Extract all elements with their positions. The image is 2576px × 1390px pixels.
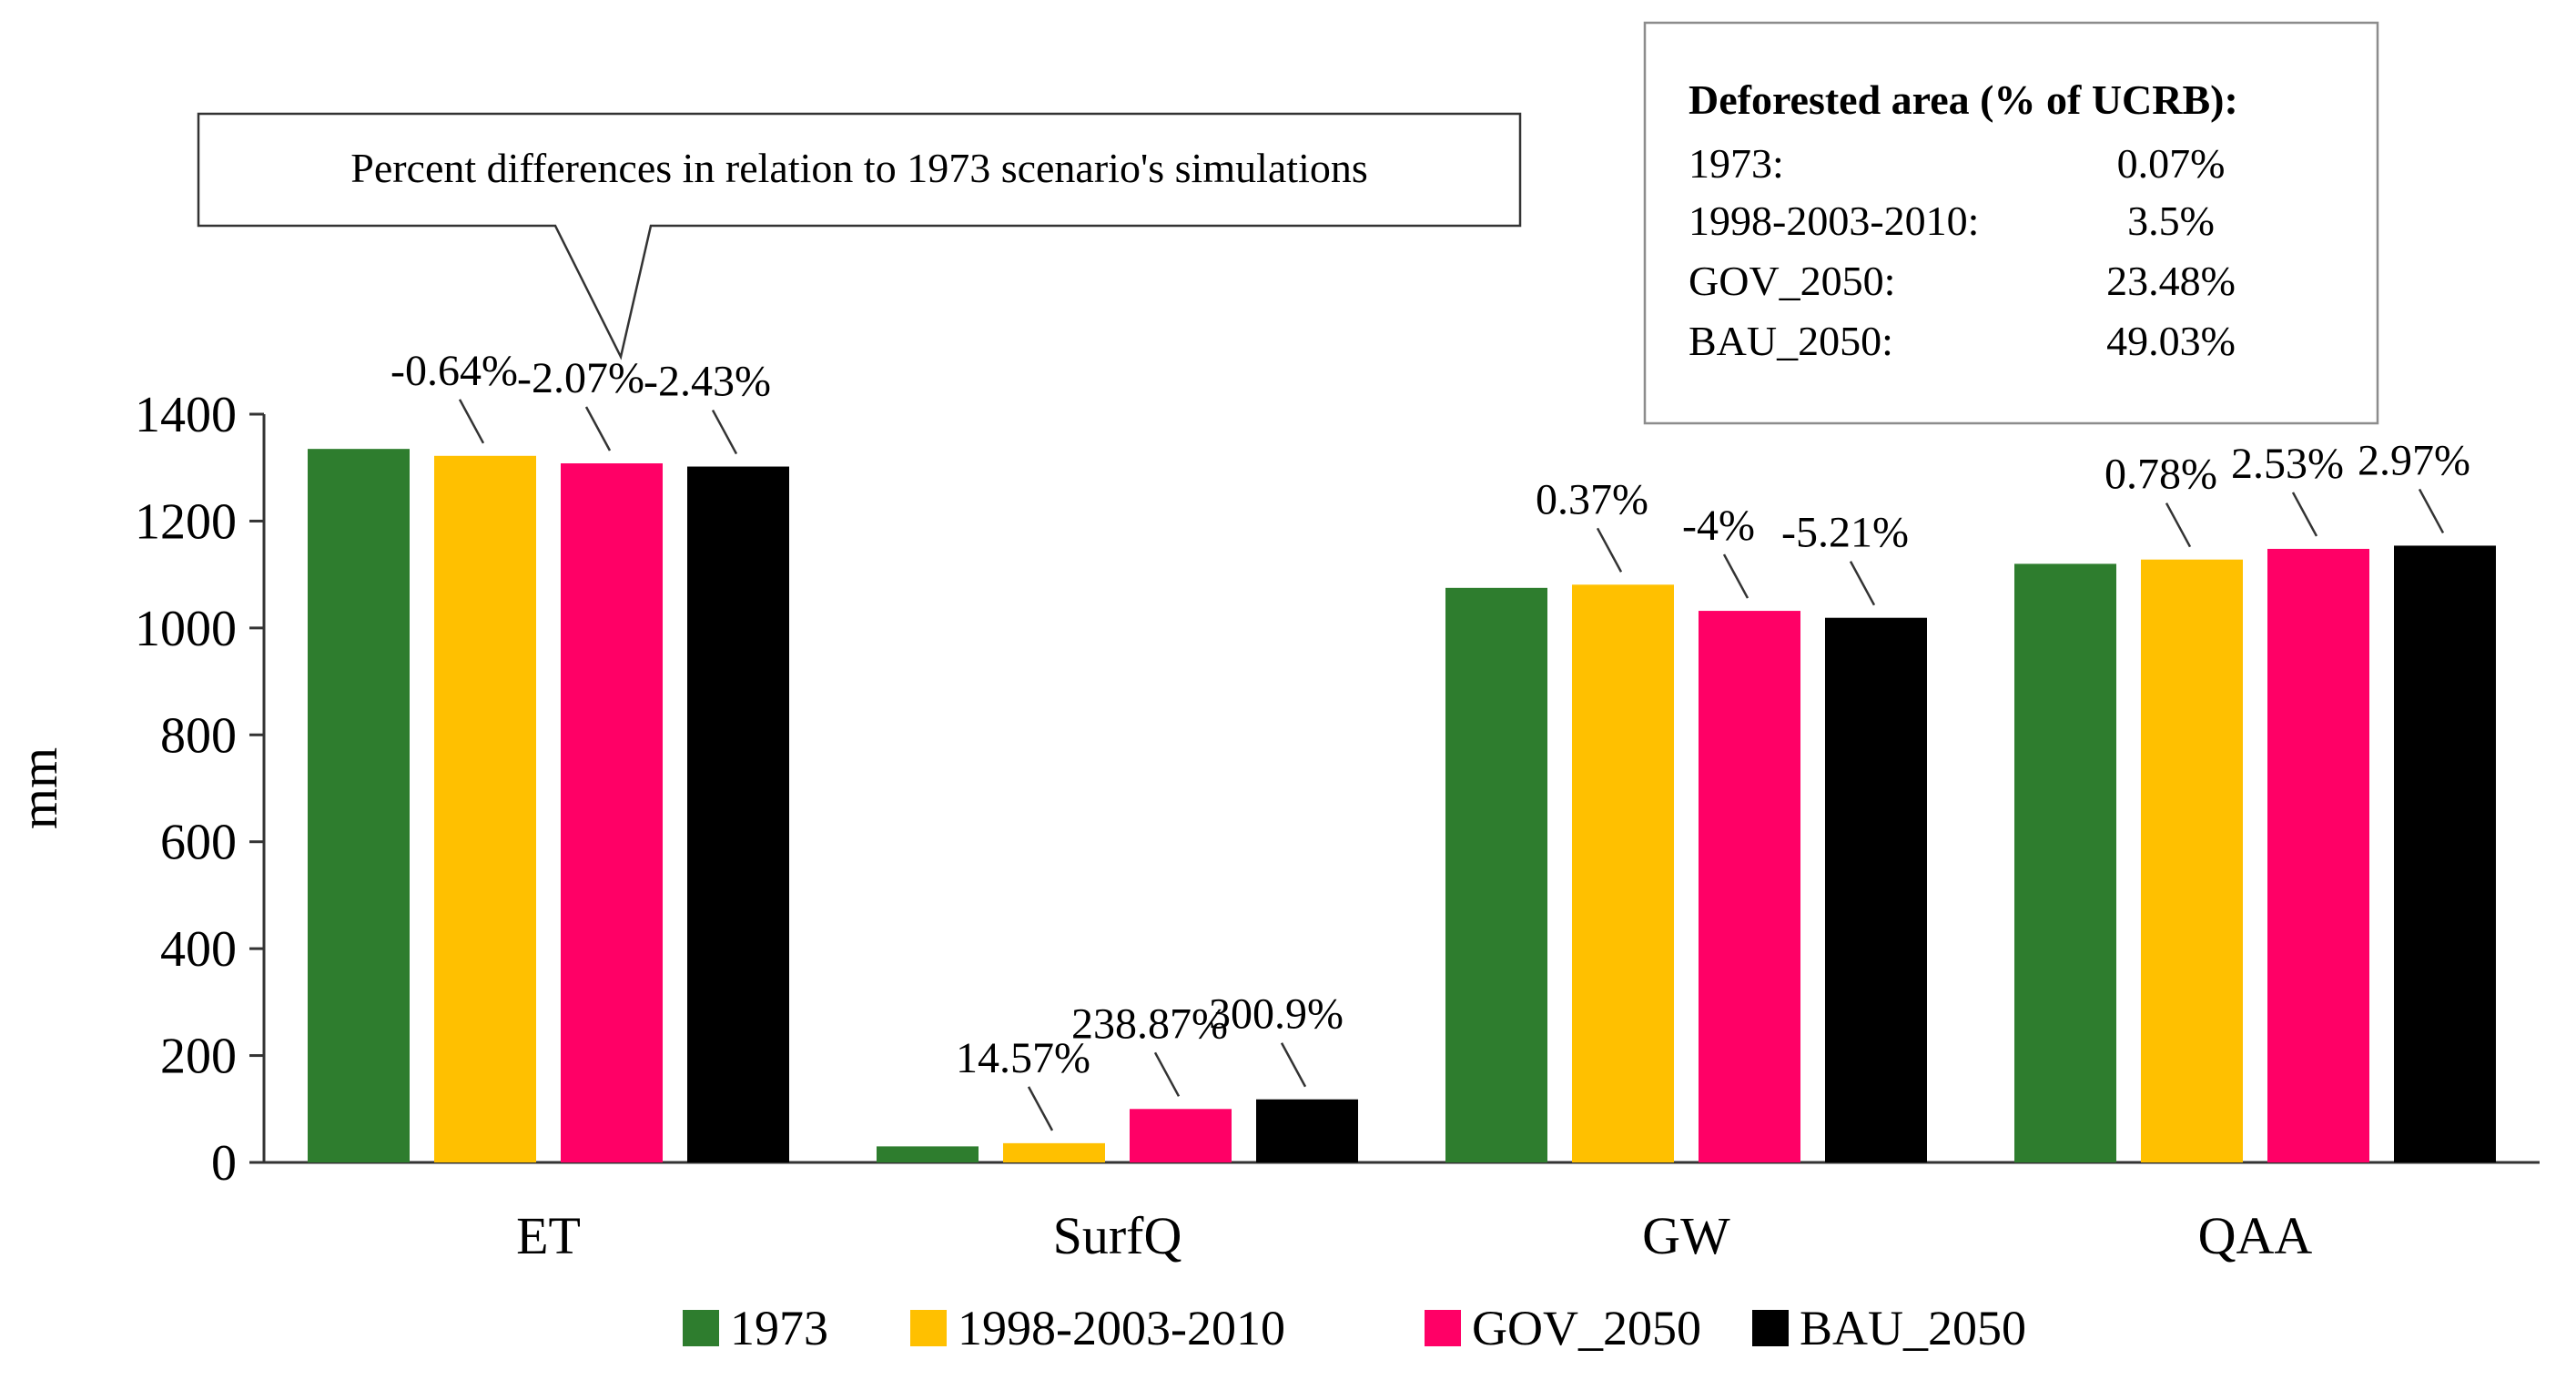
data-label-leader (1153, 1051, 1181, 1097)
data-label: 238.87% (1071, 999, 1228, 1048)
bar-et-1973 (308, 449, 410, 1162)
y-axis-label: mm (9, 747, 68, 829)
legend-swatch-bau-2050 (1752, 1310, 1789, 1346)
info-row-bau-value: 49.03% (2106, 318, 2236, 364)
data-label: -4% (1682, 502, 1755, 550)
data-label: 0.78% (2104, 451, 2217, 499)
bar-surfq-1973 (877, 1146, 979, 1162)
info-row-1973-value: 0.07% (2117, 140, 2226, 187)
legend-label-gov-2050: GOV_2050 (1472, 1301, 1701, 1355)
data-label: 0.37% (1536, 475, 1648, 523)
x-tick-label-qaa: QAA (2198, 1206, 2313, 1265)
callout: Percent differences in relation to 1973 … (197, 112, 1522, 360)
bar-qaa-bau-2050 (2394, 545, 2496, 1162)
info-row-gov-label: GOV_2050: (1689, 258, 1895, 304)
y-tick-label: 600 (160, 815, 237, 871)
y-tick-label: 1400 (135, 387, 237, 443)
data-label-leader (584, 406, 612, 451)
bars (308, 449, 2496, 1163)
y-tick-label: 1200 (135, 493, 237, 550)
bar-gw-1998-2003-2010 (1572, 584, 1674, 1162)
data-label: 300.9% (1209, 990, 1344, 1039)
info-box-frame (1643, 21, 2379, 425)
data-label-leader (2418, 488, 2445, 534)
x-tick-label-surfq: SurfQ (1053, 1206, 1182, 1265)
data-label: -5.21% (1781, 509, 1909, 557)
x-tick-label-gw: GW (1642, 1206, 1730, 1265)
data-label-leader (1027, 1086, 1054, 1131)
bar-surfq-bau-2050 (1256, 1099, 1358, 1162)
data-label: 14.57% (956, 1034, 1090, 1082)
legend-swatch-gov-2050 (1425, 1310, 1461, 1346)
y-tick-label: 400 (160, 921, 237, 978)
legend: 1973 1998-2003-2010 GOV_2050 BAU_2050 (683, 1301, 2026, 1355)
x-axis-categories: ET SurfQ GW QAA (516, 1206, 2312, 1265)
data-label-leader (1280, 1042, 1307, 1088)
data-labels: -0.64% -2.07% -2.43% 14.57%238.87%300.9% 0.3… (390, 347, 2470, 1131)
info-row-1998-value: 3.5% (2127, 198, 2215, 244)
y-tick-label: 1000 (135, 601, 237, 657)
data-label-leader (458, 399, 485, 444)
bar-surfq-1998-2003-2010 (1003, 1142, 1105, 1162)
bar-qaa-gov-2050 (2267, 548, 2369, 1162)
data-label: -0.64% (390, 347, 518, 395)
legend-label-1973: 1973 (730, 1301, 828, 1355)
info-row-1998-label: 1998-2003-2010: (1689, 198, 1979, 244)
bar-et-bau-2050 (687, 466, 789, 1162)
info-box: Deforested area (% of UCRB): 1973: 0.07%… (1643, 21, 2379, 425)
data-label: 2.97% (2358, 436, 2470, 484)
info-row-bau-label: BAU_2050: (1689, 318, 1893, 364)
y-tick-label: 800 (160, 707, 237, 764)
data-label-leader (1722, 553, 1749, 599)
info-box-title: Deforested area (% of UCRB): (1689, 76, 2238, 123)
x-tick-label-et: ET (516, 1206, 581, 1265)
legend-swatch-1998-2003-2010 (910, 1310, 947, 1346)
bar-et-1998-2003-2010 (434, 455, 536, 1163)
y-tick-label: 200 (160, 1029, 237, 1085)
data-label-leader (2165, 502, 2192, 548)
info-row-1973-label: 1973: (1689, 140, 1784, 187)
legend-label-1998-2003-2010: 1998-2003-2010 (958, 1301, 1285, 1355)
legend-swatch-1973 (683, 1310, 719, 1346)
data-label-leader (711, 409, 738, 455)
data-label-leader (2291, 492, 2318, 537)
data-label-leader (1849, 561, 1876, 606)
callout-shape (197, 112, 1522, 360)
y-axis: 0 200 400 600 800 1000 1200 1400 mm (9, 387, 2540, 1192)
data-label: -2.07% (517, 354, 644, 402)
info-row-gov-value: 23.48% (2106, 258, 2236, 304)
bar-qaa-1973 (2014, 563, 2116, 1162)
callout-text: Percent differences in relation to 1973 … (350, 145, 1368, 191)
bar-surfq-gov-2050 (1130, 1109, 1232, 1162)
legend-label-bau-2050: BAU_2050 (1800, 1301, 2026, 1355)
y-tick-label: 0 (211, 1135, 237, 1192)
data-label: -2.43% (644, 358, 771, 406)
bar-gw-1973 (1445, 587, 1547, 1162)
bar-et-gov-2050 (561, 463, 663, 1162)
bar-gw-gov-2050 (1699, 611, 1800, 1162)
bar-qaa-1998-2003-2010 (2141, 559, 2243, 1162)
data-label-leader (1596, 527, 1623, 573)
data-label: 2.53% (2231, 440, 2344, 488)
bar-gw-bau-2050 (1825, 617, 1927, 1162)
